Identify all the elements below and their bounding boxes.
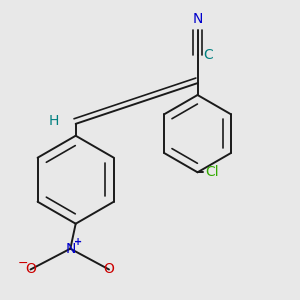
Text: +: +	[74, 237, 82, 247]
Text: Cl: Cl	[205, 165, 219, 179]
Text: O: O	[25, 262, 36, 277]
Text: −: −	[18, 256, 28, 269]
Text: N: N	[65, 242, 76, 256]
Text: O: O	[103, 262, 114, 277]
Text: H: H	[49, 114, 59, 128]
Text: N: N	[192, 12, 203, 26]
Text: C: C	[203, 48, 213, 62]
